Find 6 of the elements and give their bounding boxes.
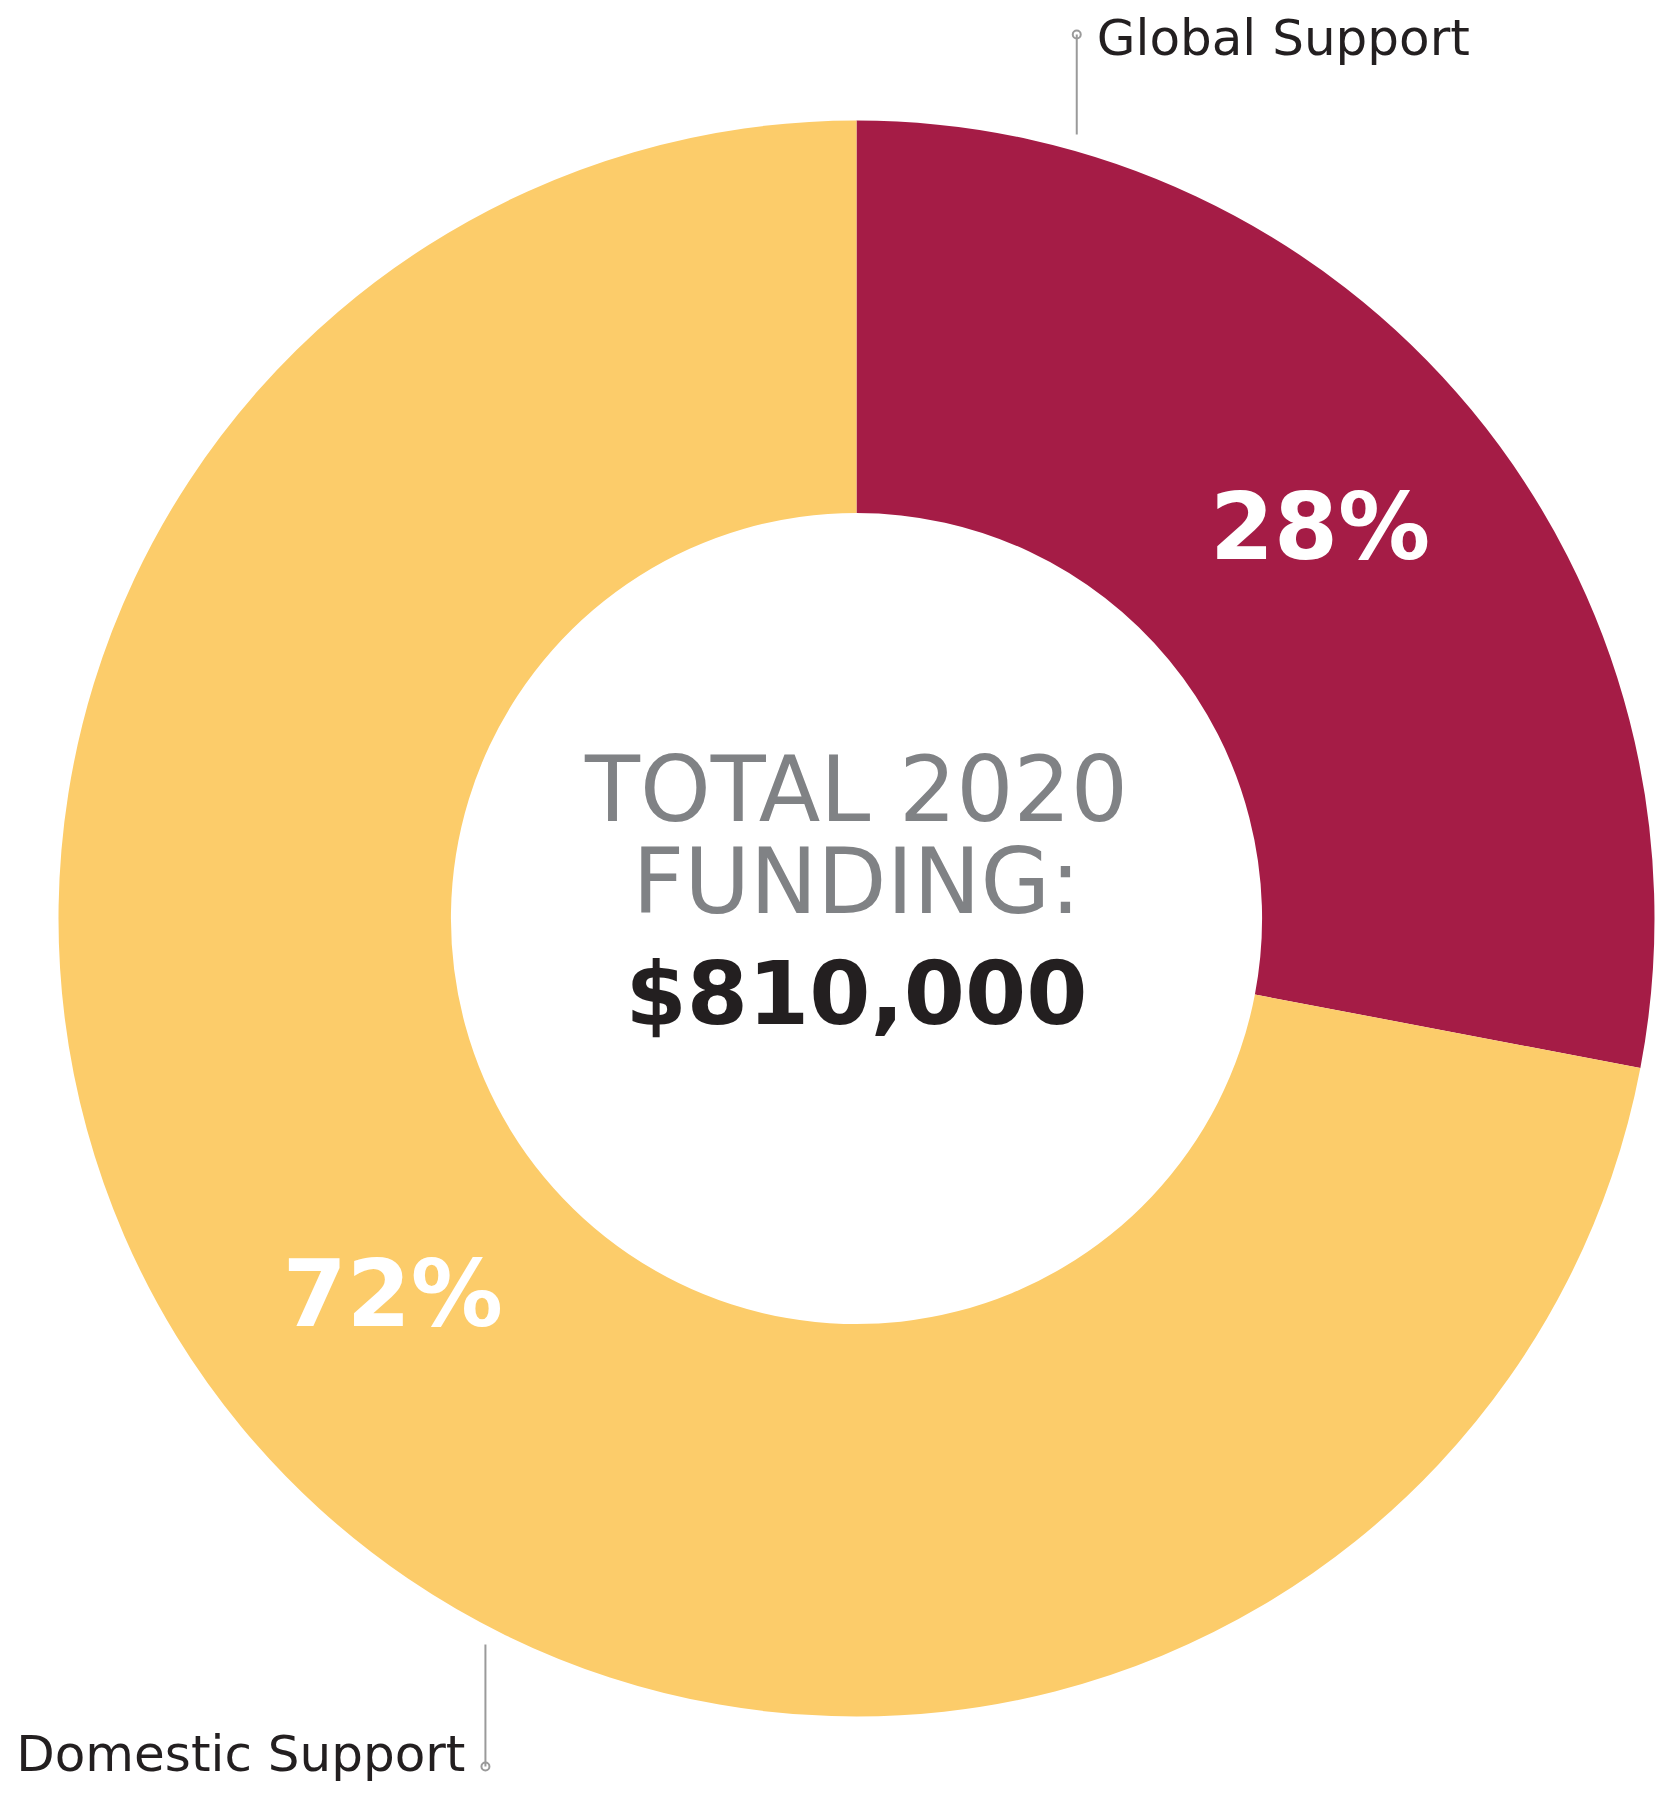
- data-label: 28%: [1210, 473, 1431, 581]
- data-label: 72%: [282, 1241, 503, 1348]
- text: $810,000: [625, 942, 1088, 1046]
- slice-label: Domestic Support: [16, 1725, 466, 1784]
- slice-label: Global Support: [1096, 9, 1470, 68]
- text: TOTAL 2020 FUNDING:: [583, 736, 1129, 934]
